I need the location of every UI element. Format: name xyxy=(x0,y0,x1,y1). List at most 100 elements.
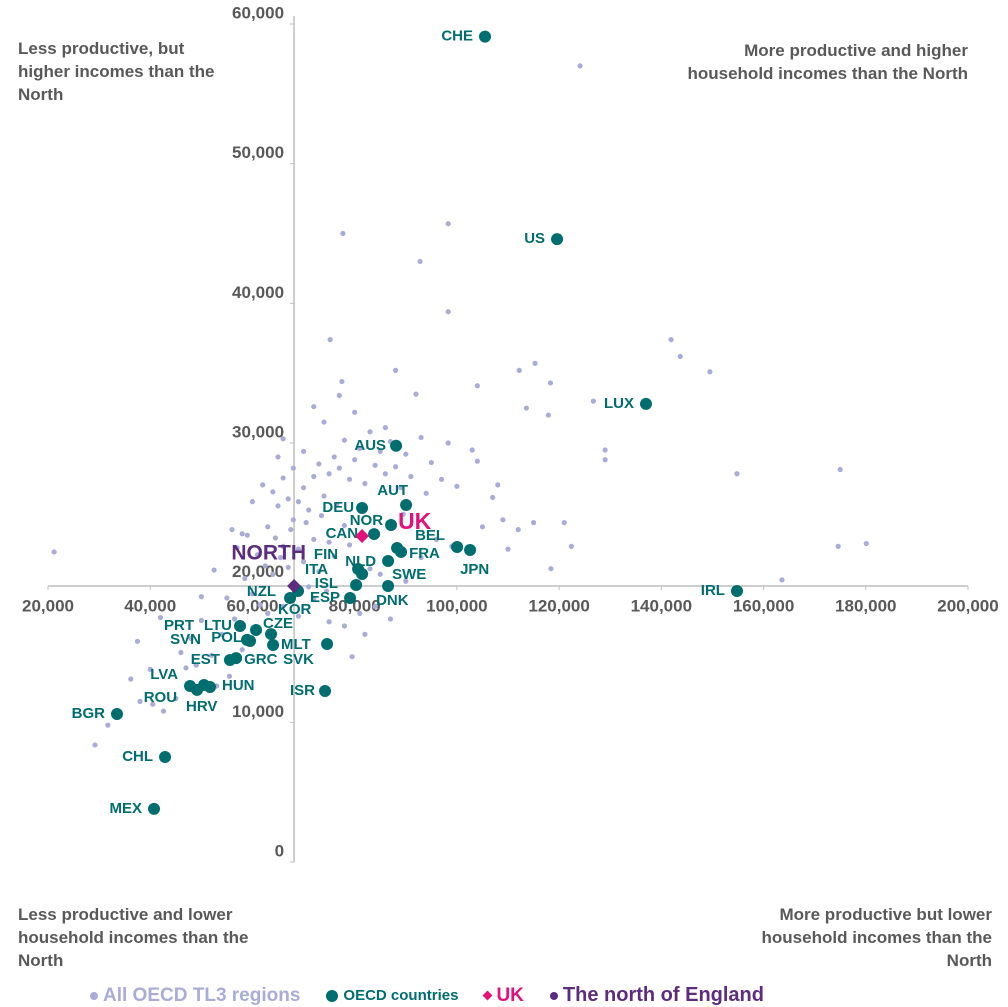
point xyxy=(134,638,141,644)
point xyxy=(275,454,281,460)
point-label: ISL xyxy=(315,575,338,592)
point-label: PRT xyxy=(164,617,194,634)
point xyxy=(336,465,342,471)
point-label: BGR xyxy=(72,705,106,722)
point xyxy=(469,447,475,453)
point xyxy=(368,528,381,541)
legend-item: The north of England xyxy=(549,984,764,1007)
point-label: GRC xyxy=(244,651,277,668)
point xyxy=(568,543,574,549)
point xyxy=(734,471,740,477)
point xyxy=(188,635,194,642)
point xyxy=(382,580,395,593)
point xyxy=(515,526,521,533)
point xyxy=(270,489,276,495)
point xyxy=(400,499,413,512)
point xyxy=(577,63,583,69)
annotation: More productive and higher household inc… xyxy=(687,41,968,83)
y-tick-label: 0 xyxy=(275,841,284,860)
point xyxy=(159,750,172,763)
point xyxy=(341,522,348,529)
point-label: ITA xyxy=(305,561,328,578)
point xyxy=(198,594,204,600)
point xyxy=(451,541,464,554)
point xyxy=(474,458,480,464)
point xyxy=(392,367,399,373)
point xyxy=(224,595,230,601)
point-label: FIN xyxy=(314,546,338,563)
point xyxy=(311,404,317,410)
y-tick-label: 60,000 xyxy=(232,3,284,22)
point xyxy=(341,437,348,443)
point xyxy=(367,566,373,572)
point xyxy=(321,493,327,499)
point xyxy=(356,568,369,581)
x-tick-label: 160,000 xyxy=(733,597,794,616)
point xyxy=(668,337,674,343)
point xyxy=(355,529,370,544)
point-label: POL xyxy=(211,629,242,646)
point xyxy=(362,631,368,637)
point xyxy=(254,552,261,558)
point-label: HUN xyxy=(222,677,255,694)
point xyxy=(191,683,204,696)
point xyxy=(280,475,286,481)
x-tick-label: 40,000 xyxy=(124,597,176,616)
point xyxy=(548,566,554,572)
point xyxy=(260,482,266,488)
point xyxy=(277,554,284,561)
point xyxy=(244,532,250,538)
point xyxy=(208,652,215,658)
point xyxy=(265,628,278,641)
point-label: SVK xyxy=(283,651,314,668)
y-tick-label: 30,000 xyxy=(232,422,284,441)
point-label: SVN xyxy=(170,631,201,648)
point xyxy=(303,520,309,526)
point xyxy=(331,454,337,460)
point xyxy=(408,473,414,480)
point-label: ROU xyxy=(144,689,177,706)
point xyxy=(413,391,419,397)
point xyxy=(532,360,538,366)
point xyxy=(428,459,434,466)
point xyxy=(316,461,322,467)
point xyxy=(321,419,327,425)
point xyxy=(257,602,263,608)
x-tick-label: 20,000 xyxy=(22,597,74,616)
point xyxy=(349,654,355,660)
point xyxy=(250,624,263,637)
legend-item: UK xyxy=(483,985,524,1007)
point xyxy=(287,579,302,594)
point-label: NLD xyxy=(345,553,376,570)
point xyxy=(285,564,291,570)
legend-marker xyxy=(90,991,98,1000)
point xyxy=(229,526,235,533)
point xyxy=(390,439,403,452)
legend-marker xyxy=(483,990,493,1001)
x-tick-label: 120,000 xyxy=(528,597,589,616)
x-tick-label: 140,000 xyxy=(631,597,692,616)
point xyxy=(311,596,317,603)
point xyxy=(300,485,307,491)
point xyxy=(505,546,511,552)
point-label: HRV xyxy=(186,698,217,715)
point xyxy=(137,698,143,704)
point xyxy=(356,501,369,514)
point-label: NORTH xyxy=(231,542,306,565)
point xyxy=(400,511,406,517)
point-label: CAN xyxy=(326,525,359,542)
legend-item: All OECD TL3 regions xyxy=(90,985,300,1007)
point xyxy=(147,666,153,672)
point xyxy=(295,613,302,619)
point xyxy=(105,722,111,728)
y-tick-label: 20,000 xyxy=(232,562,284,581)
point xyxy=(265,610,271,616)
point xyxy=(111,707,123,720)
point xyxy=(295,499,302,505)
point xyxy=(863,540,869,547)
point xyxy=(92,742,98,748)
point xyxy=(445,309,451,315)
point-label: MLT xyxy=(281,636,311,653)
point-label: ESP xyxy=(310,589,340,606)
